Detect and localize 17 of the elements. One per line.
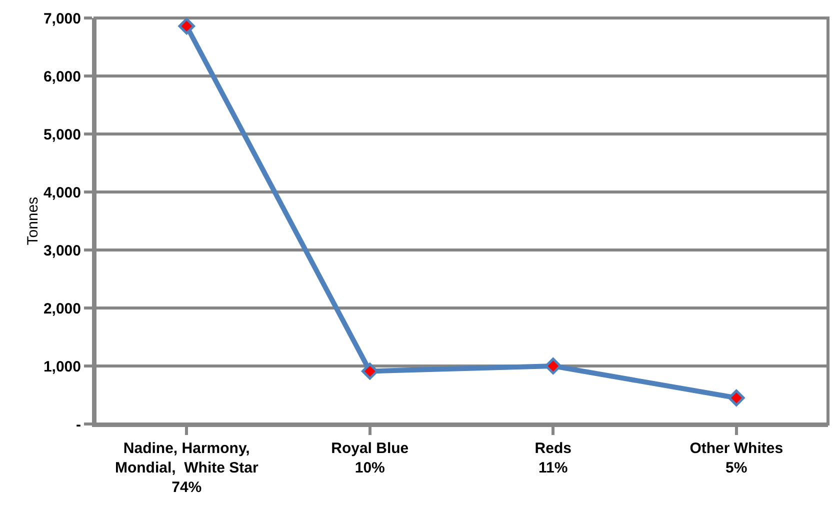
y-tick-label: 5,000 (43, 126, 81, 144)
point (544, 358, 562, 374)
point (361, 362, 378, 380)
y-tick-label: 7,000 (43, 10, 81, 28)
y-tick-label: 2,000 (43, 300, 81, 318)
x-tick-label: Other Whites 5% (690, 440, 784, 476)
y-tick-label: 3,000 (43, 242, 81, 260)
x-tick-label: Royal Blue 10% (331, 440, 409, 476)
x-tick-label: Nadine, Harmony, Mondial, White Star 74% (114, 440, 258, 496)
x-tick-label: Reds 11% (534, 440, 572, 476)
y-axis-title: Tonnes (24, 196, 42, 246)
point (178, 18, 196, 35)
point (728, 390, 745, 406)
y-tick-label: 4,000 (43, 184, 81, 202)
y-tick-label: - (76, 416, 81, 434)
y-tick-label: 1,000 (43, 358, 81, 376)
y-tick-label: 6,000 (43, 68, 81, 86)
